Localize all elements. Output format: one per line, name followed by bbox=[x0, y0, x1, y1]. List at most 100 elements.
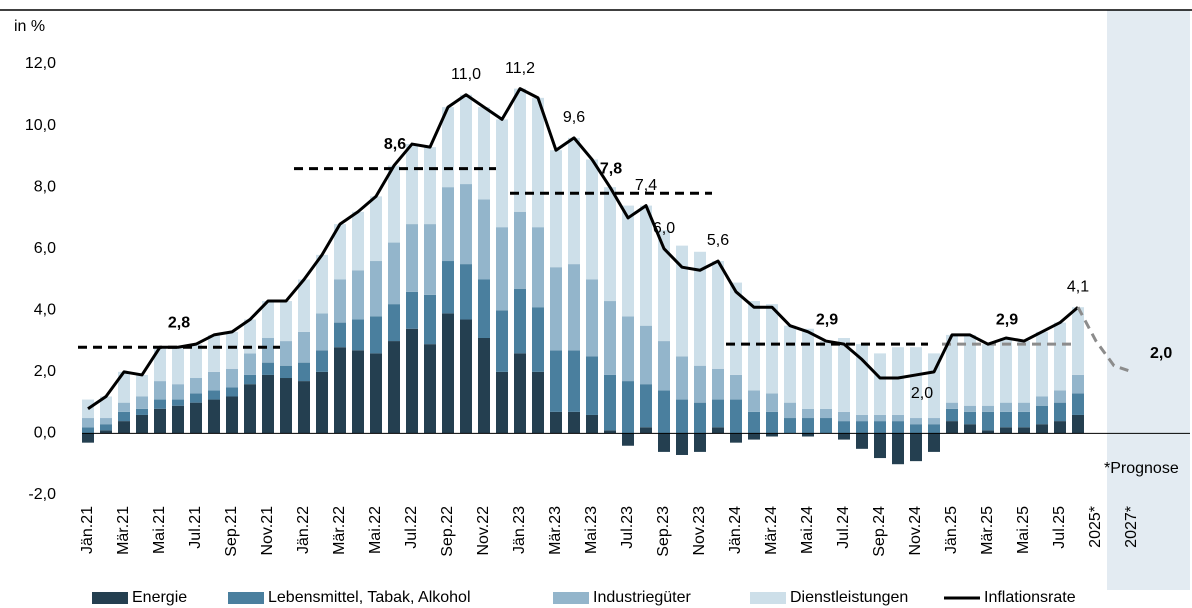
bar-segment bbox=[406, 291, 418, 329]
x-tick-label: Mai.25 bbox=[1015, 506, 1032, 554]
bar-segment bbox=[478, 337, 490, 434]
bar-segment bbox=[352, 350, 364, 434]
x-tick-label: Jul.25 bbox=[1051, 506, 1068, 549]
bar-segment bbox=[496, 227, 508, 311]
bar-segment bbox=[982, 405, 994, 412]
bar-segment bbox=[172, 399, 184, 406]
bar-segment bbox=[532, 307, 544, 372]
x-tick-label: Nov.21 bbox=[259, 506, 276, 556]
bar-segment bbox=[586, 279, 598, 357]
bar-segment bbox=[622, 205, 634, 317]
bar-segment bbox=[748, 390, 760, 412]
bar-segment bbox=[1054, 390, 1066, 403]
x-tick-label: Sep.23 bbox=[655, 506, 672, 557]
bar-segment bbox=[928, 424, 940, 434]
bar-segment bbox=[1072, 374, 1084, 394]
bar-segment bbox=[280, 341, 292, 366]
bar-segment bbox=[946, 408, 958, 422]
bar-segment bbox=[262, 362, 274, 375]
bar-segment bbox=[802, 408, 814, 419]
bar-segment bbox=[892, 414, 904, 422]
bar-segment bbox=[316, 350, 328, 372]
legend-swatch bbox=[750, 592, 786, 604]
bar-segment bbox=[532, 371, 544, 434]
average-label: 2,9 bbox=[816, 311, 838, 328]
bar-segment bbox=[460, 264, 472, 320]
bar-segment bbox=[298, 331, 310, 363]
bar-segment bbox=[676, 245, 688, 357]
y-tick-label: 4,0 bbox=[34, 302, 56, 319]
bar-segment bbox=[730, 374, 742, 400]
bar-segment bbox=[1000, 402, 1012, 412]
x-tick-label: Jul.23 bbox=[619, 506, 636, 549]
bar-segment bbox=[442, 107, 454, 188]
bar-segment bbox=[640, 427, 652, 434]
x-tick-label: Mai.22 bbox=[367, 506, 384, 554]
x-tick-label: Jän.25 bbox=[943, 506, 960, 554]
bar-segment bbox=[946, 421, 958, 434]
bar-segment bbox=[946, 334, 958, 403]
bar-segment bbox=[190, 378, 202, 394]
bar-segment bbox=[658, 390, 670, 434]
bar-segment bbox=[820, 418, 832, 434]
data-label: 7,4 bbox=[635, 177, 657, 194]
bar-segment bbox=[838, 433, 850, 440]
bar-segment bbox=[496, 371, 508, 434]
bar-segment bbox=[874, 433, 886, 459]
bar-segment bbox=[208, 390, 220, 400]
bar-segment bbox=[406, 224, 418, 292]
bar-segment bbox=[370, 353, 382, 434]
bar-segment bbox=[514, 288, 526, 354]
bar-segment bbox=[1054, 322, 1066, 391]
bar-segment bbox=[964, 334, 976, 406]
legend-label: Lebensmittel, Tabak, Alkohol bbox=[268, 589, 471, 606]
bar-segment bbox=[946, 402, 958, 409]
bar-segment bbox=[352, 319, 364, 351]
bar-segment bbox=[604, 374, 616, 431]
bar-segment bbox=[316, 371, 328, 434]
bar-segment bbox=[1072, 393, 1084, 415]
bar-segment bbox=[334, 322, 346, 348]
bar-segment bbox=[172, 405, 184, 434]
bar-segment bbox=[838, 337, 850, 412]
bar-segment bbox=[874, 421, 886, 434]
bar-segment bbox=[460, 319, 472, 434]
x-tick-label: Sep.21 bbox=[223, 506, 240, 557]
legend-swatch bbox=[228, 592, 264, 604]
bar-segment bbox=[478, 279, 490, 338]
x-tick-label: Jul.22 bbox=[403, 506, 420, 549]
bar-segment bbox=[370, 316, 382, 354]
bar-segment bbox=[388, 304, 400, 342]
inflation-line bbox=[87, 87, 1079, 411]
bar-segment bbox=[586, 159, 598, 280]
bar-segment bbox=[586, 414, 598, 434]
bar-segment bbox=[784, 418, 796, 434]
bar-segment bbox=[1000, 411, 1012, 428]
bar-segment bbox=[334, 347, 346, 434]
bar-segment bbox=[100, 396, 112, 419]
bar-segment bbox=[550, 150, 562, 268]
bar-segment bbox=[262, 337, 274, 363]
bar-segment bbox=[136, 414, 148, 434]
bar-segment bbox=[1072, 414, 1084, 434]
bar-segment bbox=[244, 319, 256, 354]
x-tick-label: Mai.23 bbox=[583, 506, 600, 554]
bar-segment bbox=[370, 196, 382, 262]
bar-segment bbox=[604, 301, 616, 375]
x-tick-label: Jul.21 bbox=[187, 506, 204, 549]
average-label: 8,6 bbox=[384, 136, 406, 153]
bar-segment bbox=[964, 405, 976, 412]
bar-segment bbox=[874, 414, 886, 422]
data-label: 5,6 bbox=[707, 232, 729, 249]
y-axis-label: in % bbox=[14, 18, 45, 35]
bar-segment bbox=[334, 279, 346, 323]
bar-segment bbox=[928, 418, 940, 425]
bar-segment bbox=[658, 433, 670, 452]
bar-segment bbox=[964, 411, 976, 425]
bar-segment bbox=[568, 350, 580, 412]
bar-segment bbox=[910, 424, 922, 434]
bar-segment bbox=[550, 350, 562, 412]
bar-segment bbox=[712, 399, 724, 428]
bar-segment bbox=[1018, 427, 1030, 434]
